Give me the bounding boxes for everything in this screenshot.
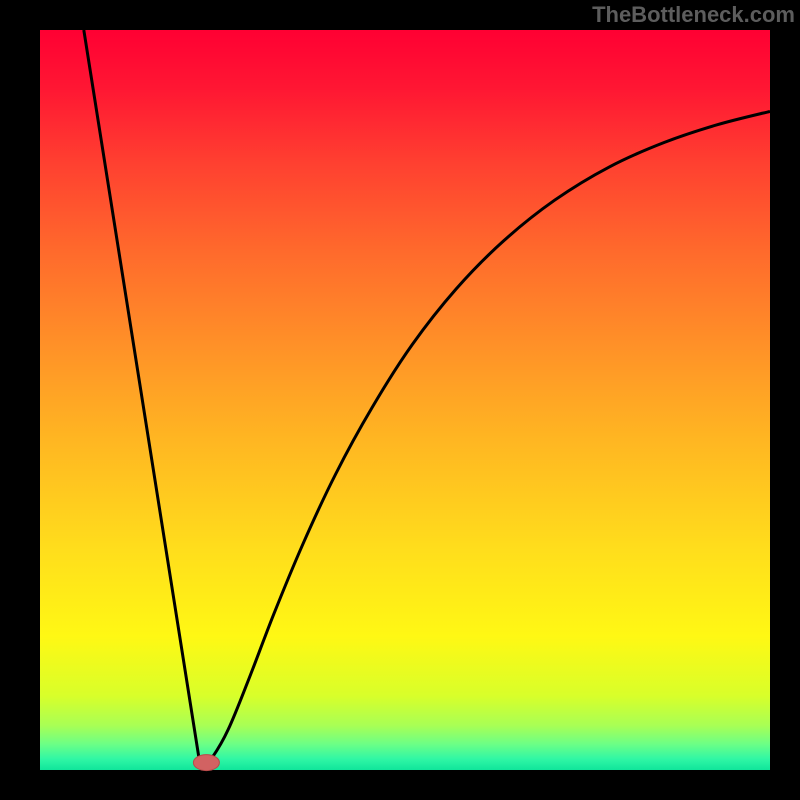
watermark-text: TheBottleneck.com	[592, 2, 795, 28]
chart-container: TheBottleneck.com	[0, 0, 800, 800]
bottleneck-chart	[0, 0, 800, 800]
gradient-plot-area	[40, 30, 770, 770]
optimal-marker	[193, 755, 219, 771]
